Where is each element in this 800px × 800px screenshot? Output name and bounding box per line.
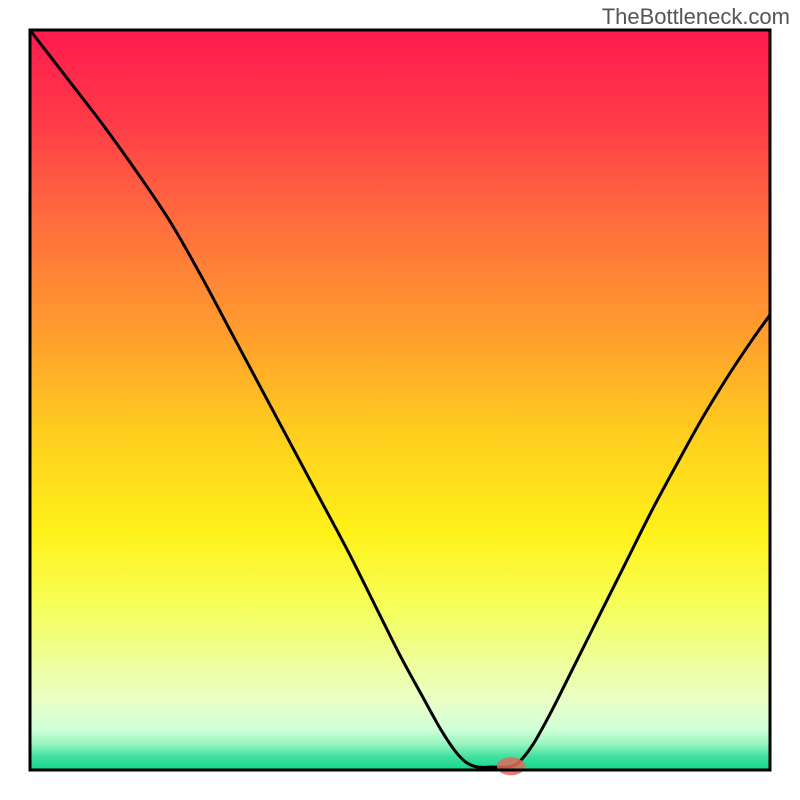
chart-frame: TheBottleneck.com [0, 0, 800, 800]
gradient-background [30, 30, 770, 770]
watermark-text: TheBottleneck.com [602, 4, 790, 30]
bottleneck-chart [0, 0, 800, 800]
minimum-marker [497, 757, 525, 775]
